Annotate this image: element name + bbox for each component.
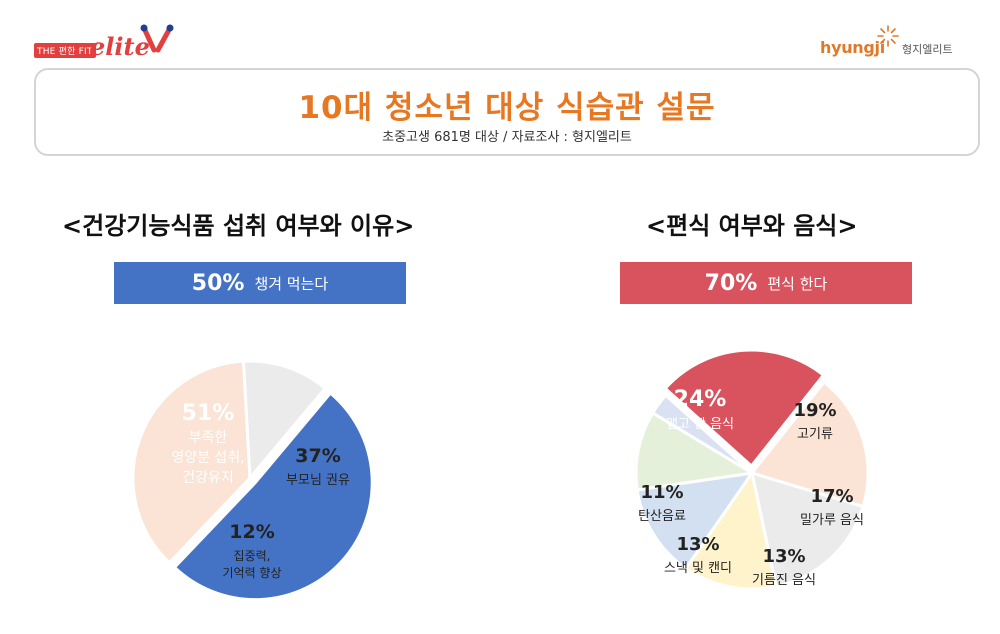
left-section-title: <건강기능식품 섭취 여부와 이유> bbox=[62, 212, 415, 240]
logo-hyungji-word: hyungji bbox=[820, 38, 885, 57]
picky-eating-banner: 70% 편식 한다 bbox=[620, 262, 912, 304]
pie2-slice-1-percent: 24% bbox=[674, 387, 727, 412]
pie2-slice-5-label: 스낵 및 캔디 bbox=[664, 561, 732, 576]
pie1-slice-2 bbox=[131, 359, 252, 565]
pie1-slice-3-label: 집중력, bbox=[234, 549, 271, 563]
pie1-slice-1 bbox=[172, 390, 374, 602]
sunburst-icon bbox=[877, 25, 899, 47]
supplement-banner: 50% 챙겨 먹는다 bbox=[114, 262, 406, 304]
hyungji-logo: hyungji 형지엘리트 bbox=[820, 24, 980, 60]
right-section-title: <편식 여부와 음식> bbox=[646, 212, 858, 240]
elite-logo: THE 편한 FIT elite bbox=[34, 24, 184, 61]
pie2-slice-1-label: 맵고 짠 음식 bbox=[666, 417, 734, 432]
pie1-slice-2-percent: 37% bbox=[295, 445, 340, 467]
pie1-slice-1-label: 부족한 bbox=[189, 430, 228, 446]
pie1-slice-1-label: 영양분 섭취, bbox=[171, 450, 244, 466]
pie2-slice-4 bbox=[683, 469, 778, 591]
supplement-banner-percent: 50% bbox=[191, 270, 245, 296]
pie1-slice-3 bbox=[241, 359, 328, 482]
pie2-slice-6 bbox=[634, 410, 757, 492]
pie2-slice-3-percent: 17% bbox=[810, 486, 853, 507]
pie2-slice-5-percent: 13% bbox=[676, 534, 719, 555]
pie2-slice-2 bbox=[749, 379, 870, 509]
pie2-slice-2-percent: 19% bbox=[793, 400, 836, 421]
pie1-slice-3-label: 기억력 향상 bbox=[222, 566, 281, 580]
logo-tagline: THE 편한 FIT bbox=[34, 43, 96, 58]
pie2-slice-7 bbox=[650, 393, 754, 475]
pie2-slice-2-label: 고기류 bbox=[797, 427, 833, 442]
pie1-slice-2-label: 부모님 권유 bbox=[286, 473, 350, 488]
pie2-slice-4-percent: 13% bbox=[762, 546, 805, 567]
pie2-slice-3-label: 밀가루 음식 bbox=[800, 513, 864, 528]
logo-wordmark: elite bbox=[90, 32, 150, 61]
pie2-slice-6-percent: 11% bbox=[640, 482, 683, 503]
page-subtitle: 초중고생 681명 대상 / 자료조사 : 형지엘리트 bbox=[382, 130, 632, 145]
pie2-slice-1 bbox=[663, 348, 826, 469]
supplement-banner-text: 챙겨 먹는다 bbox=[254, 274, 329, 293]
pie1-slice-1-percent: 51% bbox=[182, 401, 235, 426]
picky-eating-banner-percent: 70% bbox=[704, 270, 758, 296]
title-panel: 10대 청소년 대상 식습관 설문 초중고생 681명 대상 / 자료조사 : … bbox=[34, 68, 980, 156]
pie2-slice-4-label: 기름진 음식 bbox=[752, 573, 816, 588]
pie2-slice-3 bbox=[750, 470, 865, 589]
pie1-slice-3-percent: 12% bbox=[229, 521, 274, 543]
picky-eating-banner-text: 편식 한다 bbox=[767, 274, 828, 293]
pie2-slice-5 bbox=[635, 471, 756, 571]
logo-hyungji-korean: 형지엘리트 bbox=[902, 43, 953, 56]
pie2-slice-6-label: 탄산음료 bbox=[638, 509, 686, 524]
pie1-slice-1-label: 건강유지 bbox=[182, 470, 234, 486]
page-title: 10대 청소년 대상 식습관 설문 bbox=[298, 90, 716, 126]
v-mark-icon bbox=[140, 24, 174, 53]
